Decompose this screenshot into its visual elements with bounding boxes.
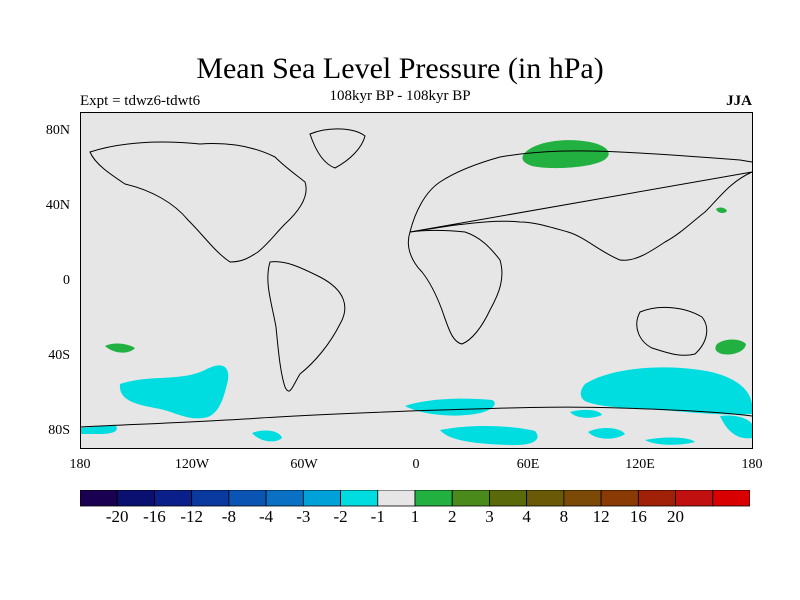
colorbar-label: 1 <box>410 507 420 526</box>
pressure-anomaly-map <box>80 112 753 449</box>
lon-tick-120w: 120W <box>174 457 210 472</box>
lon-tick-60w: 60W <box>290 457 318 472</box>
map-subtitle: 108kyr BP - 108kyr BP <box>329 88 471 104</box>
antarctic-low-c <box>570 409 602 418</box>
colorbar-label: -1 <box>370 507 385 526</box>
colorbar-label: 4 <box>522 507 531 526</box>
colorbar-label: -16 <box>143 507 166 526</box>
colorbar-swatch <box>116 490 155 507</box>
coastlines <box>80 128 753 428</box>
positive-anomaly-regions <box>105 140 746 355</box>
map-frame <box>80 112 753 449</box>
negative-anomaly-regions <box>80 365 752 446</box>
colorbar-swatch <box>191 490 230 507</box>
colorbar-label: -12 <box>180 507 203 526</box>
colorbar-swatch <box>637 490 676 507</box>
lat-tick-40s: 40S <box>48 348 70 363</box>
antarctic-low-b <box>440 425 538 446</box>
lat-tick-80n: 80N <box>45 123 70 138</box>
colorbar-label: 8 <box>559 507 569 526</box>
colorbar-swatch <box>340 490 379 507</box>
colorbar-label: 3 <box>485 507 494 526</box>
antarctic-low-west <box>80 425 117 434</box>
siberian-high <box>522 140 609 169</box>
season-label: JJA <box>726 93 752 109</box>
colorbar-label: 20 <box>667 507 685 526</box>
lon-tick-60e: 60E <box>516 457 540 472</box>
colorbar-swatch <box>377 490 416 507</box>
australia-outline <box>636 307 708 356</box>
colorbar-label: 12 <box>592 507 610 526</box>
colorbar-swatch <box>600 490 639 507</box>
colorbar-swatch <box>712 490 750 507</box>
lat-tick-40n: 40N <box>45 198 70 213</box>
lon-tick-0: 0 <box>412 457 420 472</box>
lat-tick-80s: 80S <box>48 423 70 438</box>
colorbar-swatch <box>80 490 118 507</box>
colorbar-swatch <box>675 490 714 507</box>
south-pacific-low <box>119 365 229 419</box>
north-pacific-high <box>716 207 727 214</box>
antarctic-low-f <box>720 415 752 439</box>
antarctica-outline <box>80 406 753 428</box>
south-atlantic-low <box>405 398 495 416</box>
colorbar-label: 16 <box>629 507 647 526</box>
colorbar-swatch <box>563 490 602 507</box>
colorbar-label: -20 <box>105 507 129 526</box>
north-america-outline <box>89 141 307 263</box>
colorbar-label: -4 <box>259 507 274 526</box>
colorbar-label: -2 <box>333 507 348 526</box>
colorbar-label: -3 <box>296 507 311 526</box>
antarctic-low-d <box>588 428 625 439</box>
colorbar-swatch <box>451 490 490 507</box>
map-title: Mean Sea Level Pressure (in hPa) <box>196 52 604 85</box>
africa-outline <box>407 230 503 345</box>
colorbar <box>80 490 750 507</box>
lat-tick-0: 0 <box>63 273 70 288</box>
greenland-outline <box>309 128 366 169</box>
antarctic-low-a <box>252 430 282 442</box>
south-america-outline <box>267 261 346 392</box>
colorbar-label: 2 <box>447 507 457 526</box>
lon-tick-180w: 180 <box>69 457 91 472</box>
colorbar-swatch <box>228 490 267 507</box>
lon-tick-180e: 180 <box>741 457 763 472</box>
colorbar-swatch <box>414 490 453 507</box>
colorbar-label: -8 <box>221 507 236 526</box>
indian-ocean-low <box>580 367 752 415</box>
lon-tick-120e: 120E <box>625 457 655 472</box>
colorbar-swatch <box>154 490 193 507</box>
europe-asia-outline <box>409 150 753 261</box>
colorbar-swatch <box>526 490 565 507</box>
colorbar-swatch <box>489 490 528 507</box>
antarctic-low-e <box>645 437 695 445</box>
south-pacific-high <box>105 343 135 353</box>
colorbar-swatch <box>265 490 304 507</box>
experiment-label: Expt = tdwz6-tdwt6 <box>80 93 201 109</box>
tasman-high <box>715 339 746 355</box>
colorbar-swatch <box>302 490 341 507</box>
